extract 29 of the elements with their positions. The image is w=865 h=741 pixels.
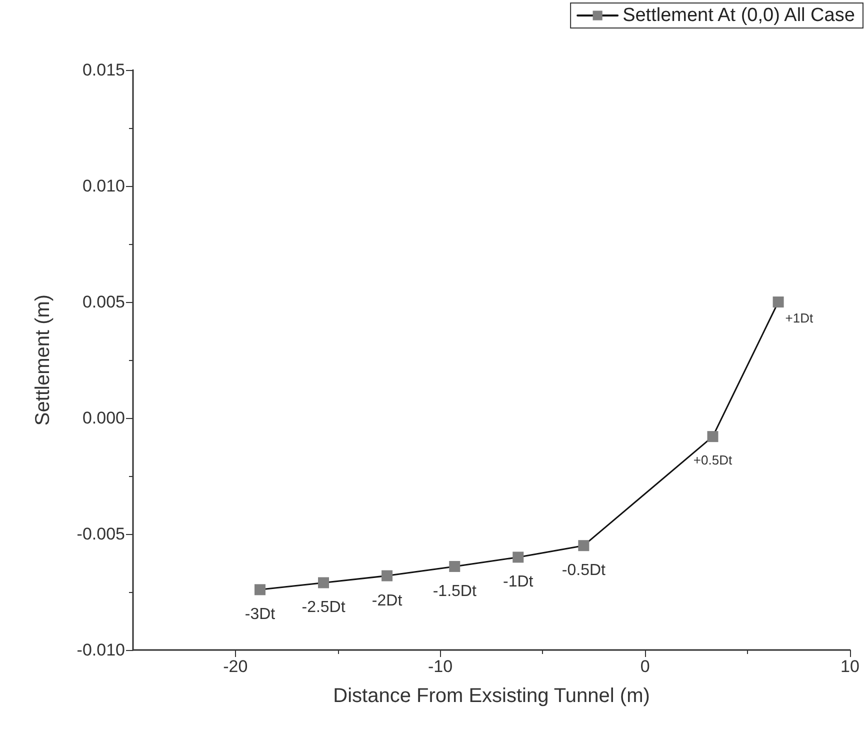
- y-tick-label: 0.015: [82, 60, 125, 80]
- point: [707, 431, 718, 442]
- x-axis-title: Distance From Exsisting Tunnel (m): [333, 685, 650, 707]
- y-tick-label: 0.000: [82, 408, 125, 428]
- point: [382, 570, 393, 582]
- annotation: +0.5Dt: [693, 452, 732, 468]
- annotation: +1Dt: [785, 310, 814, 326]
- annotation: -2.5Dt: [302, 599, 346, 616]
- x-tick-label: -10: [428, 657, 453, 676]
- x-tick-label: 10: [840, 657, 860, 676]
- point: [449, 560, 460, 572]
- y-tick-label: 0.005: [82, 292, 125, 312]
- legend-label: Settlement At (0,0) All Case: [622, 5, 855, 26]
- point: [772, 296, 784, 308]
- y-tick-label: -0.010: [76, 640, 125, 660]
- annotation: -1Dt: [503, 574, 534, 591]
- x-tick-label: -20: [223, 657, 248, 676]
- point: [318, 577, 330, 588]
- y-axis-title: Settlement (m): [32, 294, 54, 426]
- annotation: -3Dt: [244, 606, 276, 624]
- y-tick-label: -0.005: [76, 524, 125, 544]
- y-tick-label: 0.010: [82, 176, 125, 196]
- point: [578, 540, 590, 552]
- annotation: -0.5Dt: [562, 562, 606, 580]
- point: [254, 584, 266, 596]
- annotation: -1.5Dt: [432, 582, 477, 600]
- point: [512, 552, 524, 563]
- x-tick-label: 0: [640, 657, 650, 676]
- annotation: -2Dt: [372, 592, 403, 610]
